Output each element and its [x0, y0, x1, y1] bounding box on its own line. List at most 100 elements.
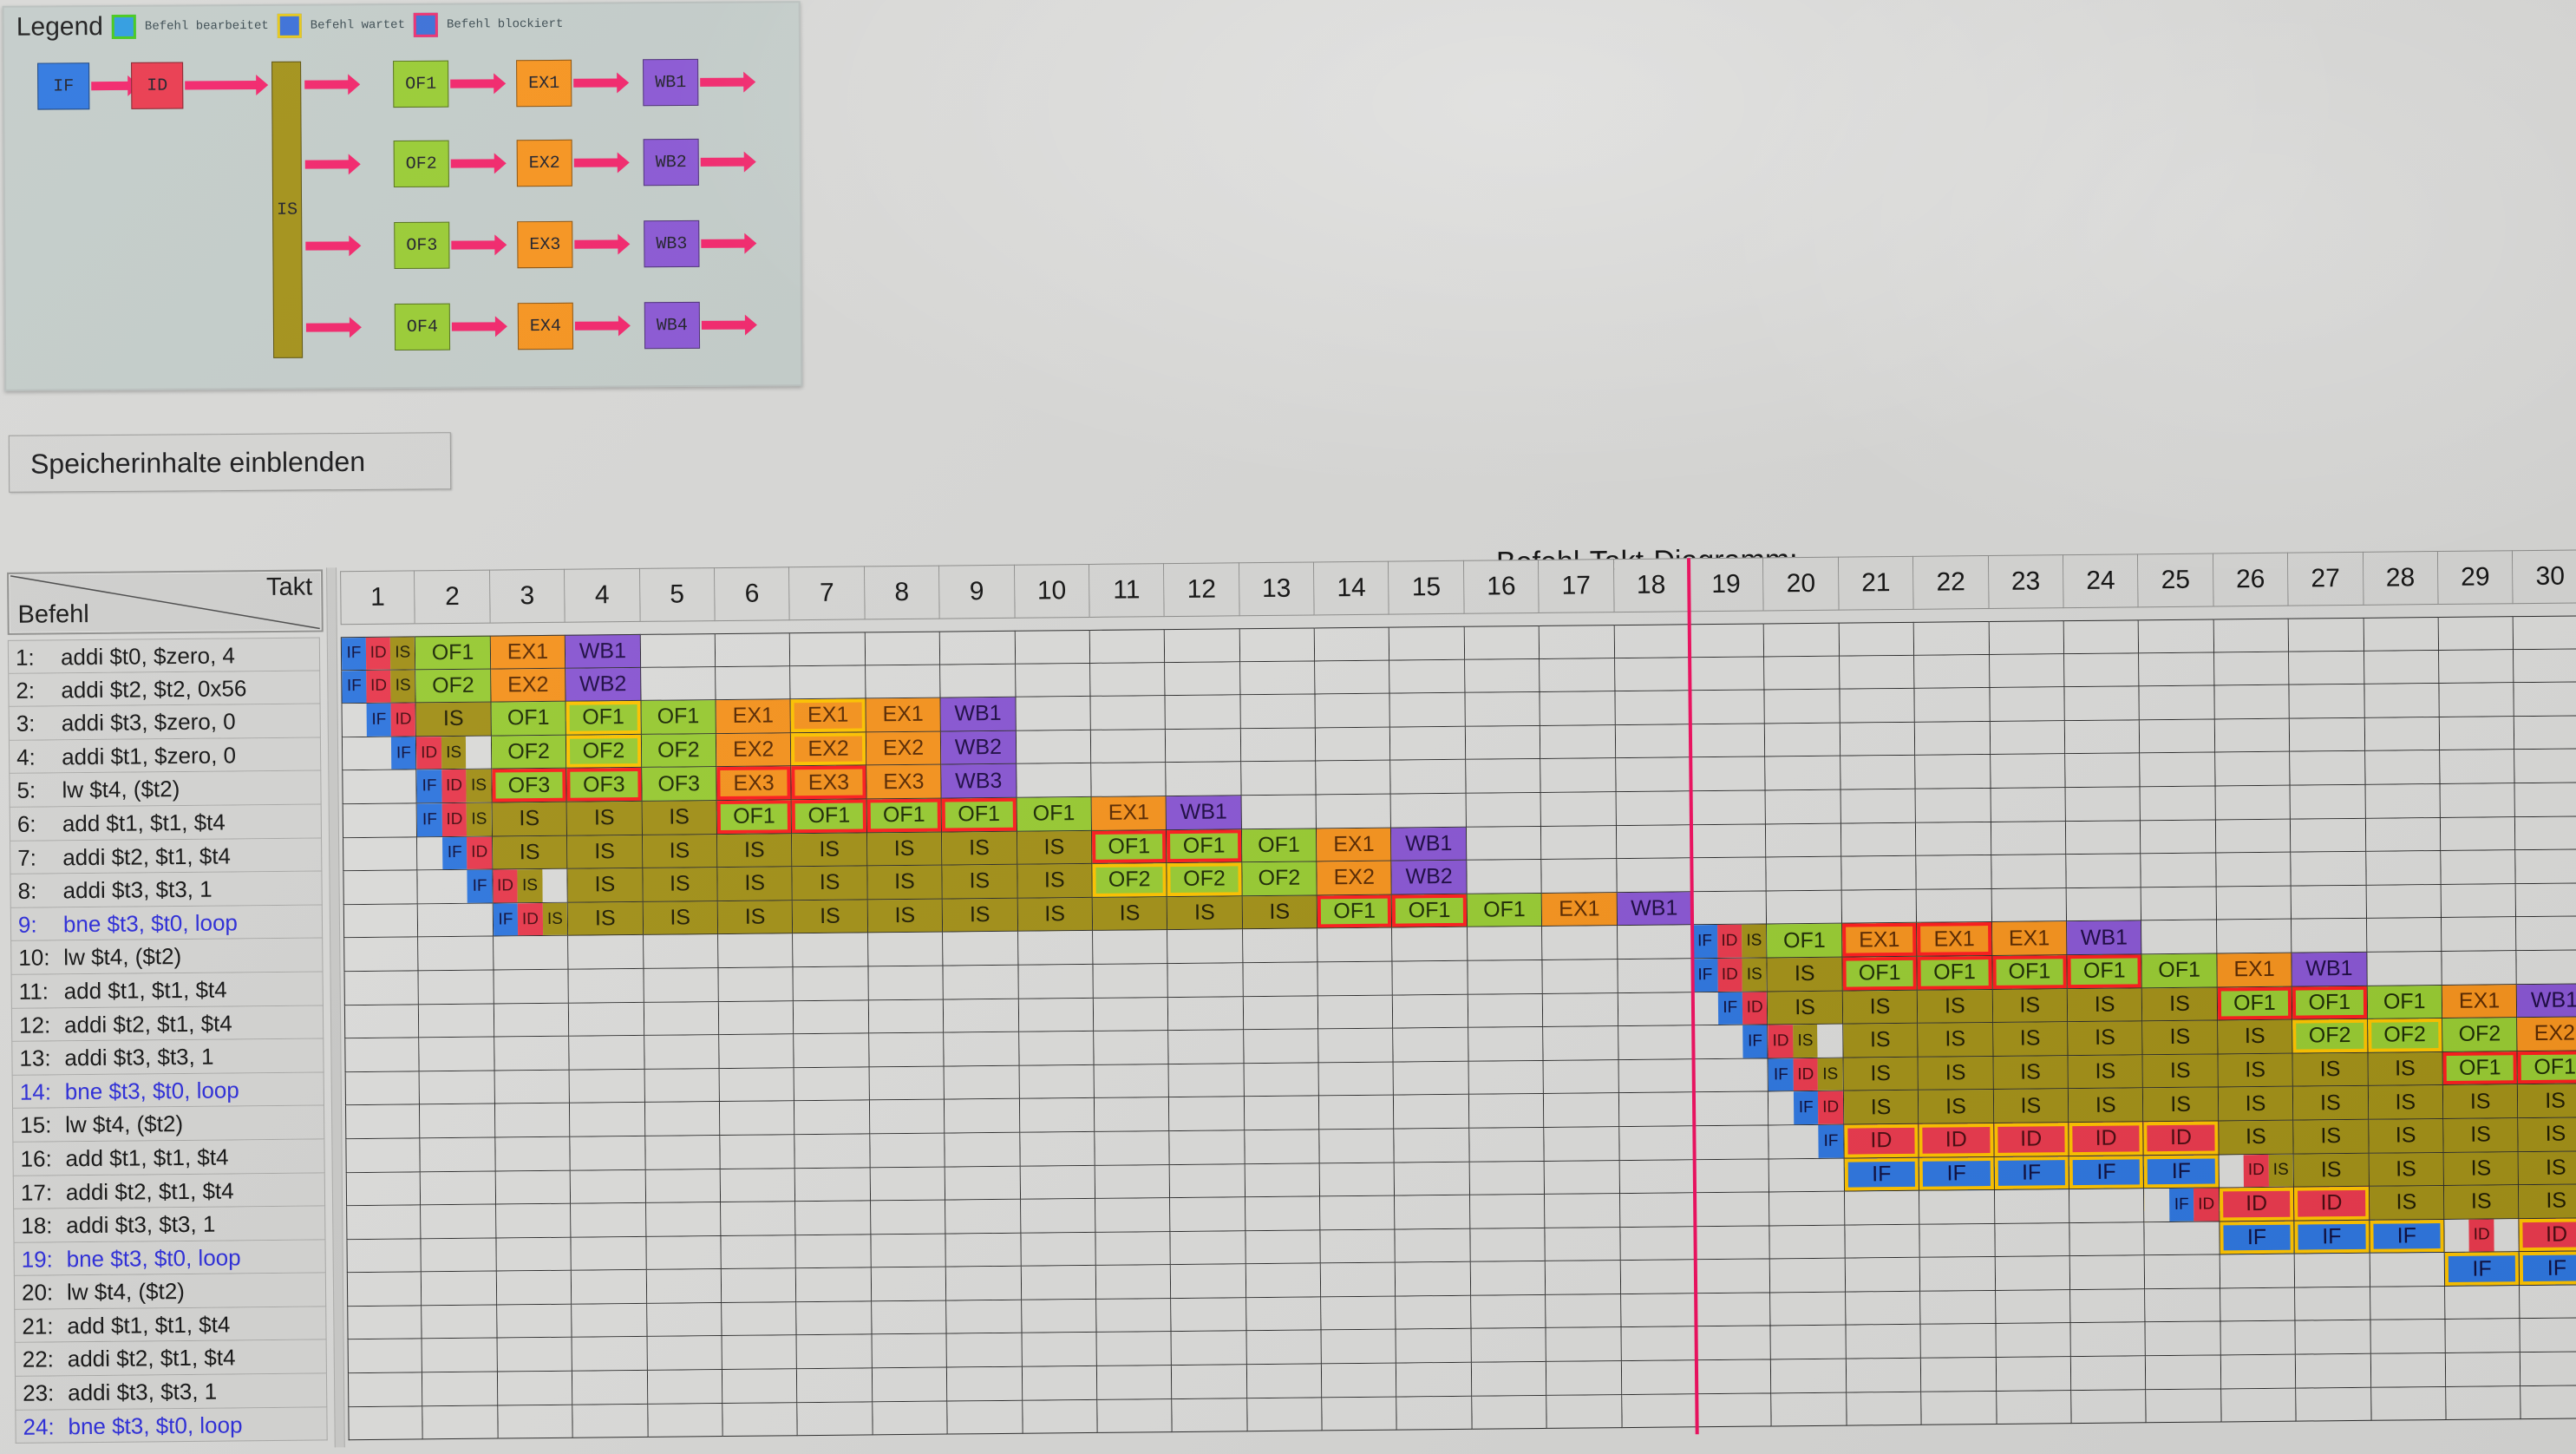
cycle-header-cell[interactable]: 28 — [2363, 551, 2439, 606]
timing-cell-empty[interactable] — [1769, 1225, 1846, 1260]
timing-cell-is[interactable]: IS — [567, 901, 644, 937]
timing-cell-split[interactable]: IF ID IS — [1692, 924, 1768, 960]
timing-cell-is[interactable]: IS — [2142, 1054, 2219, 1089]
timing-cell-empty[interactable] — [1546, 1327, 1622, 1362]
timing-cell-empty[interactable] — [1991, 788, 2066, 822]
timing-cell-is[interactable]: IS — [1918, 1056, 1994, 1091]
timing-cell-empty[interactable] — [1165, 661, 1241, 697]
timing-cell-empty[interactable] — [1546, 1261, 1621, 1295]
timing-cell-empty[interactable] — [1389, 692, 1466, 728]
timing-cell-empty[interactable] — [2294, 1254, 2370, 1288]
timing-cell-empty[interactable] — [1240, 761, 1317, 796]
timing-cell-empty[interactable] — [1019, 1064, 1095, 1100]
timing-cell-empty[interactable] — [422, 1305, 498, 1339]
timing-cell-empty[interactable] — [794, 1134, 871, 1169]
timing-cell-empty[interactable] — [1243, 1029, 1319, 1064]
timing-cell-empty[interactable] — [1766, 823, 1842, 858]
timing-cell-empty[interactable] — [644, 1035, 720, 1070]
timing-cell-empty[interactable] — [1096, 1366, 1173, 1400]
cycle-header-cell[interactable]: 11 — [1089, 563, 1165, 618]
timing-cell-empty[interactable] — [1169, 1130, 1246, 1165]
timing-cell-empty[interactable] — [1695, 1226, 1771, 1261]
timing-cell-empty[interactable] — [1470, 1261, 1546, 1296]
timing-cell-empty[interactable] — [2292, 919, 2367, 953]
timing-cell-empty[interactable] — [1093, 964, 1169, 999]
timing-cell-empty[interactable] — [647, 1370, 723, 1405]
timing-cell-wb2[interactable]: WB2 — [566, 667, 642, 702]
instruction-row[interactable]: 6: add $t1, $t1, $t4 — [9, 804, 323, 842]
timing-cell-empty[interactable] — [1095, 1130, 1170, 1166]
timing-cell-empty[interactable] — [494, 1036, 570, 1071]
timing-cell-empty[interactable] — [2063, 619, 2140, 654]
timing-cell-empty[interactable] — [1764, 656, 1840, 691]
timing-cell-empty[interactable] — [419, 1004, 495, 1038]
timing-cell-empty[interactable] — [1766, 856, 1842, 892]
timing-cell-empty[interactable] — [2291, 818, 2366, 853]
timing-cell-split[interactable]: ID IS — [416, 736, 493, 770]
timing-cell-empty[interactable] — [796, 1301, 873, 1336]
timing-cell-empty[interactable] — [572, 1303, 648, 1339]
cycle-header-cell[interactable]: 14 — [1314, 560, 1390, 616]
timing-cell-empty[interactable] — [1764, 622, 1840, 658]
timing-cell-empty[interactable] — [1915, 788, 1991, 823]
timing-cell-empty[interactable] — [1996, 1323, 2071, 1359]
timing-cell-empty[interactable] — [1543, 1059, 1619, 1095]
cycle-header-cell[interactable]: 7 — [789, 566, 866, 621]
timing-cell-is[interactable]: IS — [1842, 1023, 1919, 1058]
timing-cell-empty[interactable] — [1320, 1195, 1396, 1231]
cycle-header-cell[interactable]: 17 — [1539, 559, 1615, 613]
timing-cell-empty[interactable] — [2069, 1255, 2146, 1290]
timing-cell-empty[interactable] — [1991, 821, 2067, 856]
timing-cell-empty[interactable] — [1540, 792, 1617, 827]
timing-cell-empty[interactable] — [418, 936, 494, 972]
timing-cell-of1[interactable]: OF1 — [1167, 829, 1243, 864]
instruction-row[interactable]: 19: bne $t3, $t0, loop — [13, 1240, 326, 1277]
timing-cell-of1[interactable]: OF1 — [716, 800, 793, 835]
timing-cell-empty[interactable] — [1540, 658, 1616, 693]
timing-cell-empty[interactable] — [1466, 759, 1541, 794]
timing-cell-empty[interactable] — [1620, 1294, 1697, 1328]
timing-cell-empty[interactable] — [1544, 1093, 1619, 1128]
timing-cell-empty[interactable] — [722, 1302, 797, 1337]
cycle-header-cell[interactable]: 30 — [2513, 549, 2576, 605]
timing-cell-is[interactable]: IS — [793, 900, 868, 934]
timing-cell-wb1[interactable]: WB1 — [565, 633, 641, 669]
timing-cell-empty[interactable] — [1170, 1230, 1246, 1266]
timing-cell-empty[interactable] — [795, 1167, 871, 1202]
timing-cell-empty[interactable] — [2064, 686, 2141, 721]
timing-cell-of1[interactable]: OF1 — [1467, 893, 1543, 928]
timing-cell-empty[interactable] — [1094, 1064, 1170, 1099]
timing-cell-empty[interactable] — [572, 1270, 647, 1305]
timing-cell-empty[interactable] — [1016, 697, 1091, 731]
timing-cell-is[interactable]: IS — [1843, 1057, 1919, 1091]
timing-cell-empty[interactable] — [569, 1002, 644, 1037]
timing-cell-is[interactable]: IS — [1993, 1089, 2069, 1123]
timing-cell-is[interactable]: IS — [642, 834, 718, 869]
timing-cell-ex3[interactable]: EX3 — [791, 765, 867, 801]
timing-cell-empty[interactable] — [1919, 1190, 1995, 1225]
timing-cell-empty[interactable] — [2441, 850, 2516, 885]
timing-cell-empty[interactable] — [1696, 1326, 1772, 1361]
timing-cell-empty[interactable] — [345, 1138, 422, 1173]
timing-cell-empty[interactable] — [343, 836, 418, 872]
timing-cell-empty[interactable] — [1246, 1230, 1321, 1265]
instruction-row[interactable]: 23: addi $t3, $t3, 1 — [14, 1373, 328, 1411]
timing-cell-empty[interactable] — [1170, 1197, 1246, 1232]
timing-cell-empty[interactable] — [1165, 628, 1240, 663]
timing-cell-empty[interactable] — [1919, 1223, 1996, 1259]
timing-cell-empty[interactable] — [1690, 657, 1765, 691]
timing-cell-empty[interactable] — [345, 1171, 422, 1207]
timing-cell-empty[interactable] — [1618, 992, 1694, 1027]
timing-cell-is[interactable]: IS — [642, 801, 717, 835]
timing-cell-empty[interactable] — [793, 933, 869, 968]
timing-cell-empty[interactable] — [716, 665, 791, 701]
timing-cell-split[interactable]: IF ID IS — [417, 802, 493, 837]
timing-cell-empty[interactable] — [646, 1302, 722, 1338]
timing-cell-empty[interactable] — [1020, 1232, 1096, 1267]
timing-cell-empty[interactable] — [495, 1203, 572, 1239]
timing-cell-of3[interactable]: OF3 — [492, 769, 567, 803]
timing-cell-is[interactable]: IS — [2518, 1084, 2576, 1119]
timing-cell-empty[interactable] — [2295, 1320, 2371, 1355]
timing-cell-empty[interactable] — [721, 1268, 797, 1303]
timing-cell-empty[interactable] — [347, 1339, 423, 1374]
